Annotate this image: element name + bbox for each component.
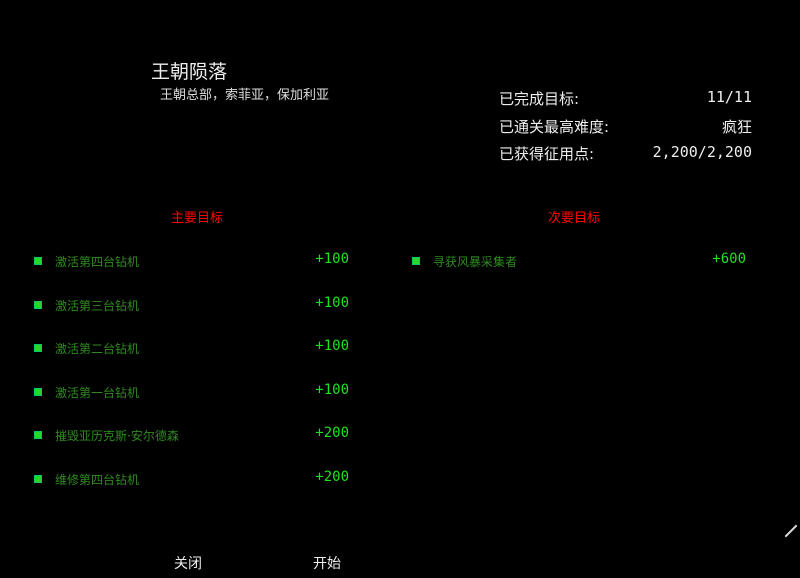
objective-points: +200 [315, 425, 349, 442]
objective-label: 激活第三台钻机 [55, 298, 140, 313]
stat-value-points: 2,200/2,200 [652, 143, 752, 161]
objective-label: 维修第四台钻机 [55, 473, 140, 487]
objective-points: +100 [315, 381, 349, 398]
mouse-cursor-icon [784, 524, 798, 538]
stat-value-objectives: 11/11 [706, 88, 752, 106]
objective-label: 激活第二台钻机 [55, 342, 140, 357]
objective-bullet-icon [34, 257, 42, 265]
objective-label: 寻获风暴采集者 [433, 255, 518, 269]
stat-label-objectives: 已完成目标: [499, 90, 580, 108]
objective-bullet-icon [412, 257, 420, 265]
objective-label: 摧毁亚历克斯·安尔德森 [55, 429, 179, 444]
stat-value-difficulty: 疯狂 [721, 118, 752, 136]
objective-bullet-icon [34, 387, 42, 396]
objective-bullet-icon [34, 300, 42, 309]
close-button[interactable]: 关闭 [174, 556, 202, 572]
primary-objectives-heading: 主要目标 [171, 211, 224, 226]
objective-points: +200 [315, 469, 349, 485]
objective-points: +100 [315, 338, 349, 355]
stat-label-points: 已获得征用点: [499, 145, 595, 163]
stat-label-difficulty: 已通关最高难度: [499, 118, 610, 136]
objective-points: +100 [315, 251, 349, 267]
objective-label: 激活第四台钻机 [55, 255, 140, 269]
objective-points: +100 [315, 294, 349, 311]
mission-title: 王朝陨落 [151, 61, 228, 83]
objective-bullet-icon [34, 344, 42, 353]
start-button[interactable]: 开始 [313, 556, 341, 572]
objective-bullet-icon [34, 431, 42, 440]
mission-location: 王朝总部，索菲亚，保加利亚 [160, 88, 330, 103]
secondary-objectives-heading: 次要目标 [548, 211, 601, 226]
objective-label: 激活第一台钻机 [55, 385, 140, 400]
objective-points: +600 [712, 251, 746, 267]
objective-bullet-icon [34, 475, 42, 483]
